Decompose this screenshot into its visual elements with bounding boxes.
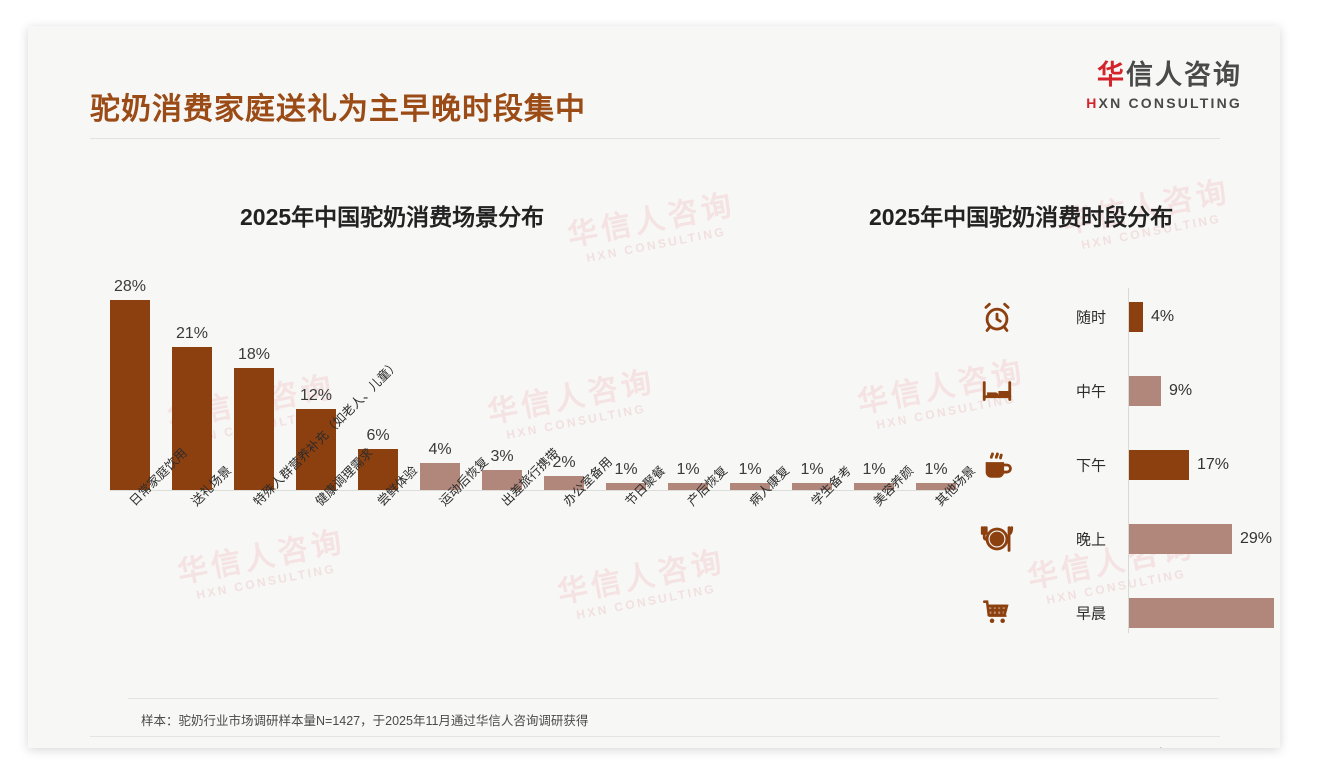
coffee-cup-icon xyxy=(980,448,1014,482)
bar-value-label: 1% xyxy=(676,461,700,478)
bar-value-label: 1% xyxy=(800,461,824,478)
column-bar: 21% xyxy=(172,325,212,490)
bar-rect xyxy=(172,347,212,490)
bar-rect xyxy=(916,483,956,490)
timeslot-row: 早晨41% xyxy=(968,584,1280,642)
bar-rect xyxy=(668,483,708,490)
dinner-plate-icon xyxy=(980,522,1014,556)
bar-rect xyxy=(544,476,584,490)
bar-value-label: 1% xyxy=(924,461,948,478)
column-bar: 28% xyxy=(110,278,150,490)
logo-hua-char: 华 xyxy=(1097,60,1126,90)
bar-rect xyxy=(1129,524,1232,554)
bar-value-label: 29% xyxy=(1240,530,1273,547)
column-chart-x-labels: 日常家庭饮用 送礼场景 特殊人群营养补充（如老人、儿童） 健康调理需求 尝鲜体验 运动后恢… xyxy=(90,357,978,672)
logo-h-char: H xyxy=(1086,95,1099,111)
column-chart-baseline xyxy=(110,490,950,491)
bar-value-label: 12% xyxy=(299,387,333,404)
bar-value-label: 4% xyxy=(1151,308,1175,325)
left-chart-title: 2025年中国驼奶消费场景分布 xyxy=(240,204,545,230)
column-bar: 18% xyxy=(234,346,274,490)
bar-rect xyxy=(420,463,460,490)
timeslot-row: 下午 17% xyxy=(968,436,1280,494)
timeslot-row: 晚上 29% xyxy=(968,510,1280,568)
bar-rect xyxy=(606,483,646,490)
column-bar: 6% xyxy=(358,427,398,490)
right-chart-title: 2025年中国驼奶消费时段分布 xyxy=(869,204,1174,230)
timeslot-label: 随时 xyxy=(1076,309,1107,327)
column-bar: 4% xyxy=(420,441,460,490)
bar-value-label: 17% xyxy=(1197,456,1230,473)
timeslot-row: 中午 9% xyxy=(968,362,1280,420)
bar-value-label: 21% xyxy=(175,325,209,342)
bar-rect xyxy=(358,449,398,490)
column-bar: 1% xyxy=(668,461,708,490)
bar-rect xyxy=(730,483,770,490)
bar-rect xyxy=(854,483,894,490)
bar-value-label: 6% xyxy=(366,427,390,444)
timeslot-label: 晚上 xyxy=(1076,531,1107,549)
bar-value-label: 18% xyxy=(237,346,271,363)
column-bar: 12% xyxy=(296,387,336,490)
column-bar: 1% xyxy=(854,461,894,490)
website-text: www.hxrcon.com xyxy=(1130,746,1224,748)
alarm-clock-icon xyxy=(980,300,1014,334)
bar-rect xyxy=(482,470,522,490)
bed-icon xyxy=(980,374,1014,408)
timeslot-row: 随时 4% xyxy=(968,288,1280,346)
bar-value-label: 4% xyxy=(428,441,452,458)
timeslot-label: 早晨 xyxy=(1076,605,1107,623)
bar-rect xyxy=(296,409,336,490)
logo-chinese-rest: 信人咨询 xyxy=(1126,60,1242,90)
bar-value-label: 28% xyxy=(113,278,147,295)
bar-rect xyxy=(1129,450,1189,480)
bar-value-label: 3% xyxy=(490,448,514,465)
header-divider xyxy=(90,138,1220,139)
logo-english-rest: XN CONSULTING xyxy=(1098,95,1242,111)
scenario-column-chart: 28% 21% 18% 12% 6% 4% 3% 2% 1% 1% 1% 1% 1% 1% xyxy=(90,276,956,491)
bar-rect xyxy=(1129,376,1161,406)
page-title: 驼奶消费家庭送礼为主早晚时段集中 xyxy=(90,93,586,126)
note-divider xyxy=(128,698,1218,699)
timeslot-label: 下午 xyxy=(1076,457,1107,475)
sample-note: 样本：驼奶行业市场调研样本量N=1427，于2025年11月通过华信人咨询调研获… xyxy=(141,714,589,728)
copyright-text: ©2026.1 HXR华信人咨询 xyxy=(90,746,230,748)
column-bar: 3% xyxy=(482,448,522,490)
slide-card: 华信人咨询 HXN CONSULTING 华信人咨询 HXN CONSULTIN… xyxy=(28,26,1280,748)
bar-rect xyxy=(234,368,274,490)
company-logo: 华信人咨询 HXN CONSULTING xyxy=(1086,62,1242,111)
column-bar: 1% xyxy=(606,461,646,490)
column-bar: 1% xyxy=(730,461,770,490)
bar-value-label: 1% xyxy=(614,461,638,478)
watermark-cn: 华信人咨询 xyxy=(564,188,739,254)
timeslot-label: 中午 xyxy=(1076,383,1107,401)
footer-divider xyxy=(90,736,1220,737)
bar-value-label: 9% xyxy=(1169,382,1193,399)
bar-rect xyxy=(1129,598,1274,628)
column-bar: 1% xyxy=(916,461,956,490)
bar-value-label: 1% xyxy=(738,461,762,478)
bar-value-label: 2% xyxy=(552,454,576,471)
bar-rect xyxy=(1129,302,1143,332)
column-bar: 2% xyxy=(544,454,584,490)
bar-rect xyxy=(792,483,832,490)
bar-rect xyxy=(110,300,150,490)
watermark-en: HXN CONSULTING xyxy=(585,223,728,265)
logo-chinese: 华信人咨询 xyxy=(1086,62,1242,89)
logo-english: HXN CONSULTING xyxy=(1086,96,1242,110)
bar-chart-axis xyxy=(1128,288,1129,633)
watermark: 华信人咨询 HXN CONSULTING xyxy=(565,188,741,268)
column-bar: 1% xyxy=(792,461,832,490)
bar-value-label: 1% xyxy=(862,461,886,478)
shopping-cart-icon xyxy=(980,596,1014,630)
